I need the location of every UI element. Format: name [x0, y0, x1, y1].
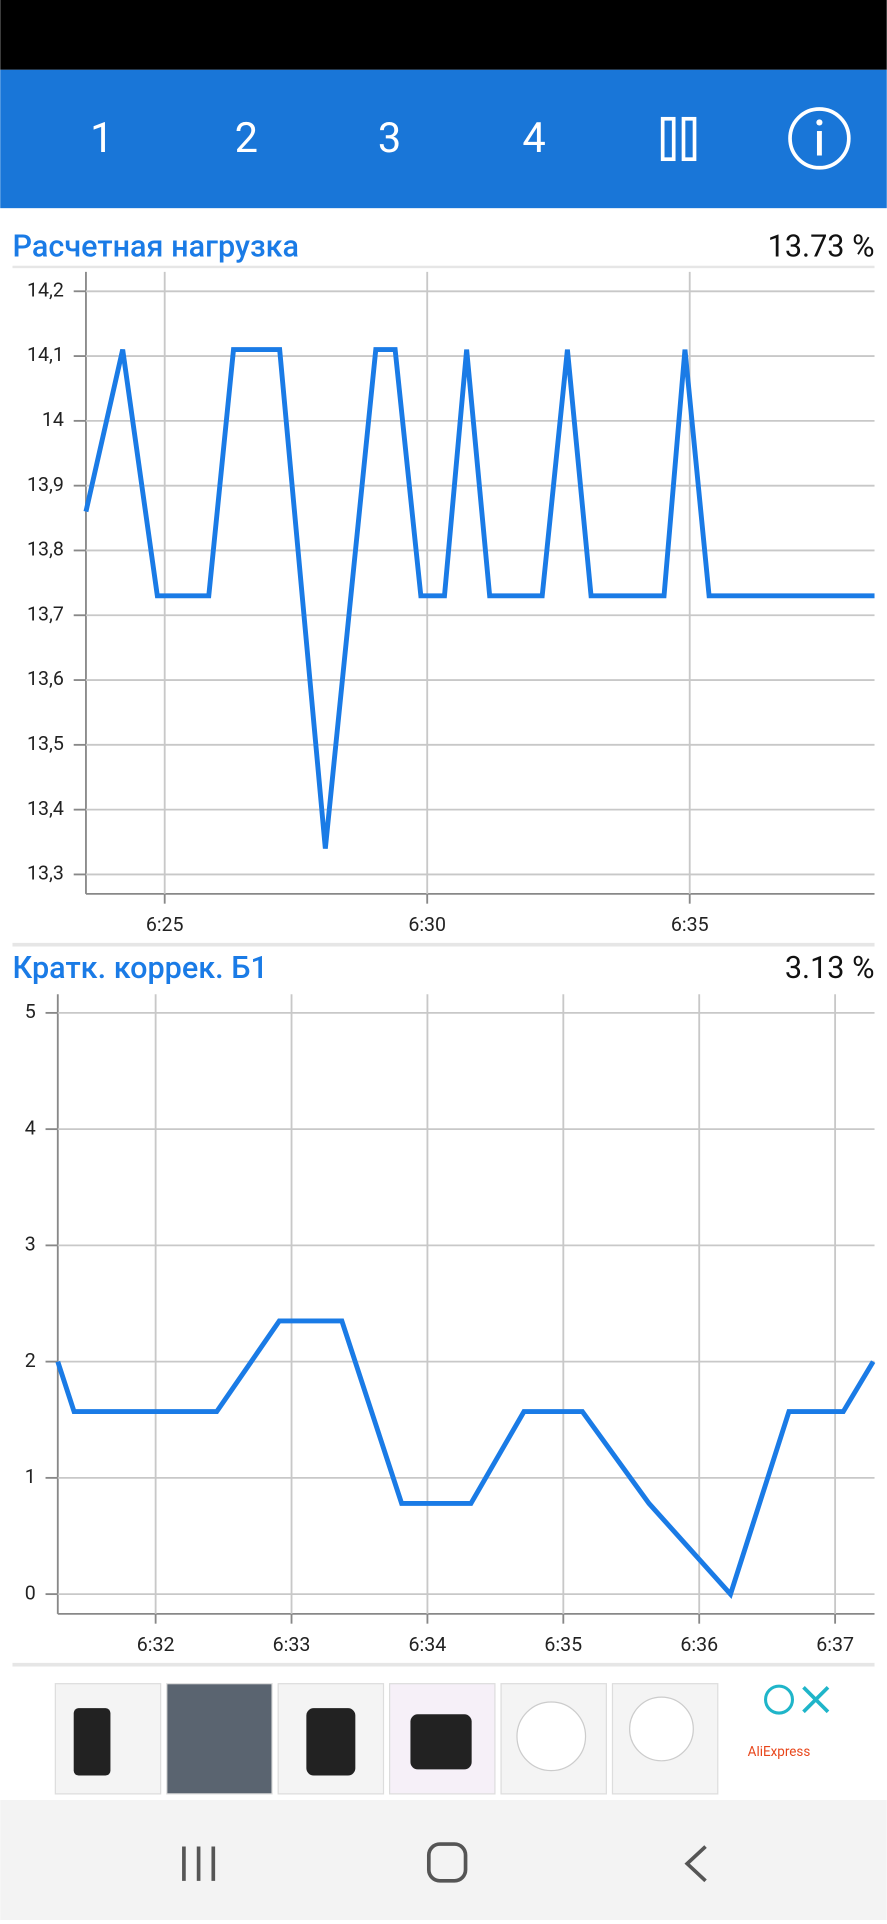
- separator: [12, 1662, 875, 1667]
- y-tick-label: 14,2: [27, 278, 64, 301]
- x-tick-label: 6:37: [816, 1633, 854, 1656]
- y-tick-label: 4: [25, 1116, 36, 1139]
- y-tick-label: 13,5: [27, 732, 64, 755]
- current-value: 13.73 %: [768, 230, 875, 265]
- chart-title: Расчетная нагрузка: [12, 230, 299, 265]
- info-button[interactable]: [788, 107, 851, 170]
- ad-product: [629, 1696, 694, 1762]
- tab[interactable]: 4: [522, 114, 545, 163]
- ad-image: [166, 1683, 273, 1795]
- y-tick-label: 5: [25, 1000, 36, 1023]
- tab[interactable]: 2: [235, 114, 258, 163]
- y-tick-label: 13,4: [27, 797, 64, 820]
- separator: [12, 942, 875, 947]
- x-tick-label: 6:30: [408, 913, 446, 936]
- y-tick-label: 13,9: [27, 473, 64, 496]
- data-line: [55, 1318, 876, 1599]
- nav-bar: [0, 1800, 887, 1920]
- pause-bar: [660, 116, 676, 162]
- y-tick-label: 13,3: [27, 862, 64, 885]
- nav-recent[interactable]: [182, 1846, 216, 1881]
- nav-home[interactable]: [426, 1842, 468, 1883]
- toolbar: [0, 69, 887, 209]
- x-tick-label: 6:35: [671, 913, 709, 936]
- ad-product: [73, 1708, 111, 1776]
- ad-product: [516, 1701, 587, 1772]
- data-line: [83, 347, 875, 849]
- current-value: 3.13 %: [785, 951, 875, 986]
- info-dot: [816, 119, 823, 126]
- ad-product: [306, 1708, 356, 1776]
- y-tick-label: 13,8: [27, 538, 64, 561]
- nav-back[interactable]: [684, 1845, 707, 1883]
- y-tick-label: 14: [42, 408, 64, 431]
- status-bar: [0, 0, 887, 70]
- x-tick-label: 6:33: [273, 1633, 311, 1656]
- info-stem: [816, 131, 822, 156]
- x-tick-label: 6:35: [544, 1633, 582, 1656]
- x-tick-label: 6:36: [680, 1633, 718, 1656]
- pause-button[interactable]: [660, 116, 697, 162]
- y-tick-label: 1: [25, 1465, 36, 1488]
- ad-image: [54, 1683, 162, 1795]
- tab[interactable]: 1: [90, 114, 113, 163]
- y-tick-label: 13,7: [27, 602, 64, 625]
- y-tick-label: 0: [25, 1581, 36, 1604]
- x-tick-label: 6:32: [137, 1633, 175, 1656]
- chart-title: Кратк. коррек. Б1: [12, 951, 267, 986]
- info-circle: [788, 107, 851, 170]
- ad-close[interactable]: [802, 1686, 830, 1714]
- pause-bar: [681, 116, 697, 162]
- ad-banner[interactable]: AliExpress: [54, 1683, 830, 1795]
- separator: [12, 265, 875, 269]
- x-tick-label: 6:25: [146, 913, 184, 936]
- y-tick-label: 3: [25, 1233, 36, 1256]
- y-tick-label: 13,6: [27, 667, 64, 690]
- ad-product: [410, 1714, 472, 1770]
- ad-info[interactable]: [764, 1684, 795, 1715]
- y-tick-label: 2: [25, 1349, 36, 1372]
- ad-brand: AliExpress: [748, 1745, 811, 1760]
- y-tick-label: 14,1: [27, 343, 64, 366]
- tab[interactable]: 3: [378, 114, 401, 163]
- x-tick-label: 6:34: [409, 1633, 447, 1656]
